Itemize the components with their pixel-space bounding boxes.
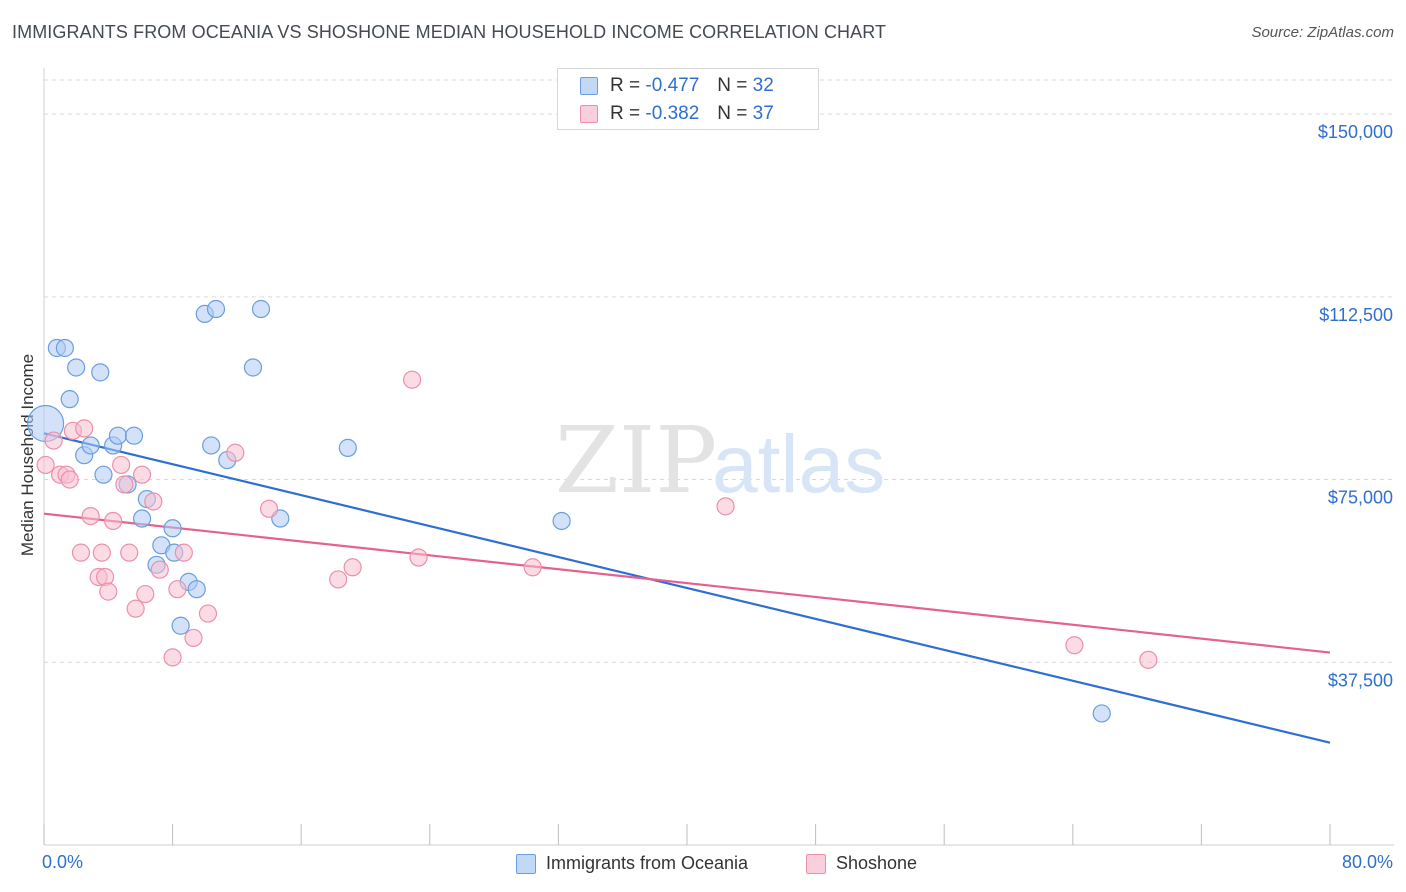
point-shoshone — [132, 465, 152, 484]
points-layer — [27, 299, 1158, 723]
legend-row-shoshone: R = -0.382 N = 37 — [580, 102, 774, 126]
legend-r-value-oceania: -0.477 — [645, 75, 700, 96]
point-oceania — [171, 616, 190, 635]
point-oceania — [1092, 704, 1111, 723]
point-oceania — [60, 390, 79, 409]
axis-layer — [43, 68, 1394, 846]
point-oceania — [187, 580, 206, 599]
point-shoshone — [92, 543, 111, 562]
bottom-legend-label-shoshone: Shoshone — [836, 853, 918, 873]
point-shoshone — [144, 492, 163, 511]
point-shoshone — [523, 558, 542, 577]
trendline-shoshone — [43, 512, 1331, 654]
point-oceania — [94, 465, 113, 484]
correlation-legend: R = -0.477 N = 32 R = -0.382 N = 37 — [557, 68, 819, 130]
point-shoshone — [36, 455, 55, 475]
bottom-legend-oceania: Immigrants from Oceania — [516, 853, 748, 874]
point-shoshone — [329, 570, 348, 589]
x-axis-min-label: 0.0% — [42, 852, 84, 872]
watermark: ZIP atlas — [555, 407, 885, 514]
point-shoshone — [136, 584, 155, 604]
bottom-legend-shoshone: Shoshone — [806, 853, 917, 874]
point-oceania — [108, 426, 128, 445]
source-label: Source: ZipAtlas.com — [1251, 24, 1394, 41]
legend-r-label: R = — [610, 103, 641, 124]
point-shoshone — [1139, 650, 1158, 669]
chart-title: IMMIGRANTS FROM OCEANIA VS SHOSHONE MEDI… — [12, 22, 887, 42]
y-tick-label: $37,500 — [1328, 670, 1393, 690]
y-tick-label: $112,500 — [1319, 305, 1393, 325]
point-oceania — [81, 436, 100, 455]
trend-layer — [43, 432, 1331, 744]
point-shoshone — [1065, 636, 1084, 655]
point-shoshone — [259, 499, 279, 518]
bottom-legend-swatch-blue — [516, 853, 536, 874]
legend-n-label: N = — [717, 75, 748, 96]
y-tick-label: $75,000 — [1328, 488, 1393, 508]
point-shoshone — [71, 543, 91, 562]
point-shoshone — [150, 560, 169, 579]
point-shoshone — [81, 506, 100, 526]
legend-r-label: R = — [610, 75, 641, 96]
legend-swatch-blue — [580, 77, 598, 95]
point-oceania — [202, 436, 221, 455]
point-oceania — [243, 358, 263, 377]
point-oceania — [163, 519, 182, 538]
point-shoshone — [112, 455, 131, 475]
point-oceania — [206, 299, 226, 319]
point-oceania — [55, 338, 74, 358]
legend-row-oceania: R = -0.477 N = 32 — [580, 74, 774, 98]
y-tick-label: $150,000 — [1318, 122, 1393, 142]
point-oceania — [338, 438, 357, 457]
point-oceania — [552, 511, 571, 531]
point-shoshone — [403, 370, 422, 389]
trendline-oceania — [43, 432, 1331, 744]
bottom-legend-label-oceania: Immigrants from Oceania — [546, 853, 749, 873]
watermark-atlas: atlas — [712, 419, 885, 510]
point-shoshone — [198, 604, 218, 623]
point-shoshone — [174, 543, 193, 562]
point-shoshone — [163, 648, 182, 667]
point-shoshone — [343, 558, 362, 577]
point-shoshone — [120, 543, 139, 562]
legend-n-value-shoshone: 37 — [752, 103, 774, 124]
point-shoshone — [716, 497, 735, 516]
point-shoshone — [115, 475, 134, 494]
point-shoshone — [75, 419, 94, 438]
legend-r-value-shoshone: -0.382 — [645, 103, 700, 124]
point-oceania — [91, 363, 110, 382]
point-oceania — [251, 299, 271, 319]
point-oceania — [124, 426, 144, 445]
legend-swatch-pink — [580, 105, 598, 123]
point-shoshone — [44, 431, 63, 450]
point-shoshone — [226, 443, 245, 462]
point-shoshone — [104, 511, 123, 531]
point-shoshone — [168, 580, 187, 599]
point-oceania — [132, 509, 152, 528]
legend-n-value-oceania: 32 — [752, 75, 774, 96]
x-axis-max-label: 80.0% — [1341, 852, 1393, 872]
point-shoshone — [99, 582, 118, 601]
legend-n-label: N = — [717, 103, 748, 124]
point-shoshone — [184, 628, 203, 648]
point-shoshone — [409, 548, 428, 567]
point-oceania — [67, 358, 86, 377]
bottom-legend-swatch-pink — [806, 853, 826, 874]
point-shoshone — [126, 599, 145, 618]
point-shoshone — [60, 470, 79, 489]
watermark-zip: ZIP — [555, 407, 717, 514]
y-tick-labels: $37,500 $75,000 $112,500 $150,000 — [1318, 122, 1393, 690]
